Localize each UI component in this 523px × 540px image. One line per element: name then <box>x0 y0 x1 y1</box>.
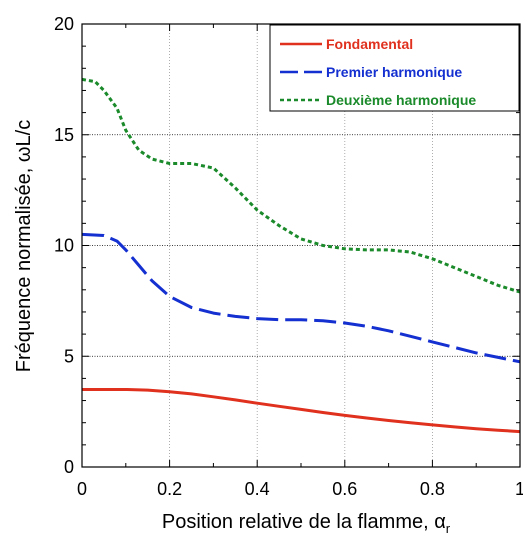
series-line-3 <box>81 77 521 294</box>
x-tick-label: 0.2 <box>157 479 182 499</box>
y-tick-label: 15 <box>54 125 74 145</box>
x-tick-label: 0.4 <box>245 479 270 499</box>
series-line-2 <box>81 232 521 364</box>
legend-label-3: Deuxième harmonique <box>326 92 476 108</box>
x-tick-label: 0.6 <box>332 479 357 499</box>
x-tick-label: 1 <box>515 479 523 499</box>
x-axis-title-subscript: r <box>446 521 451 536</box>
x-axis-title-main: Position relative de la flamme, α <box>162 511 446 533</box>
y-tick-label: 5 <box>64 346 74 366</box>
legend-label-1: Fondamental <box>326 36 413 52</box>
y-tick-label: 10 <box>54 236 74 256</box>
series-lines <box>81 77 521 434</box>
x-axis-title: Position relative de la flamme, αr <box>162 511 451 536</box>
legend-label-2: Premier harmonique <box>326 64 462 80</box>
series-line-1 <box>82 388 521 434</box>
y-tick-label: 20 <box>54 14 74 34</box>
x-tick-label: 0.8 <box>420 479 445 499</box>
x-tick-label: 0 <box>77 479 87 499</box>
y-tick-label: 0 <box>64 457 74 477</box>
y-axis-title: Fréquence normalisée, ωL/c <box>13 120 35 372</box>
legend: Fondamental Premier harmonique Deuxième ha… <box>269 24 520 112</box>
legend-box <box>269 24 520 112</box>
